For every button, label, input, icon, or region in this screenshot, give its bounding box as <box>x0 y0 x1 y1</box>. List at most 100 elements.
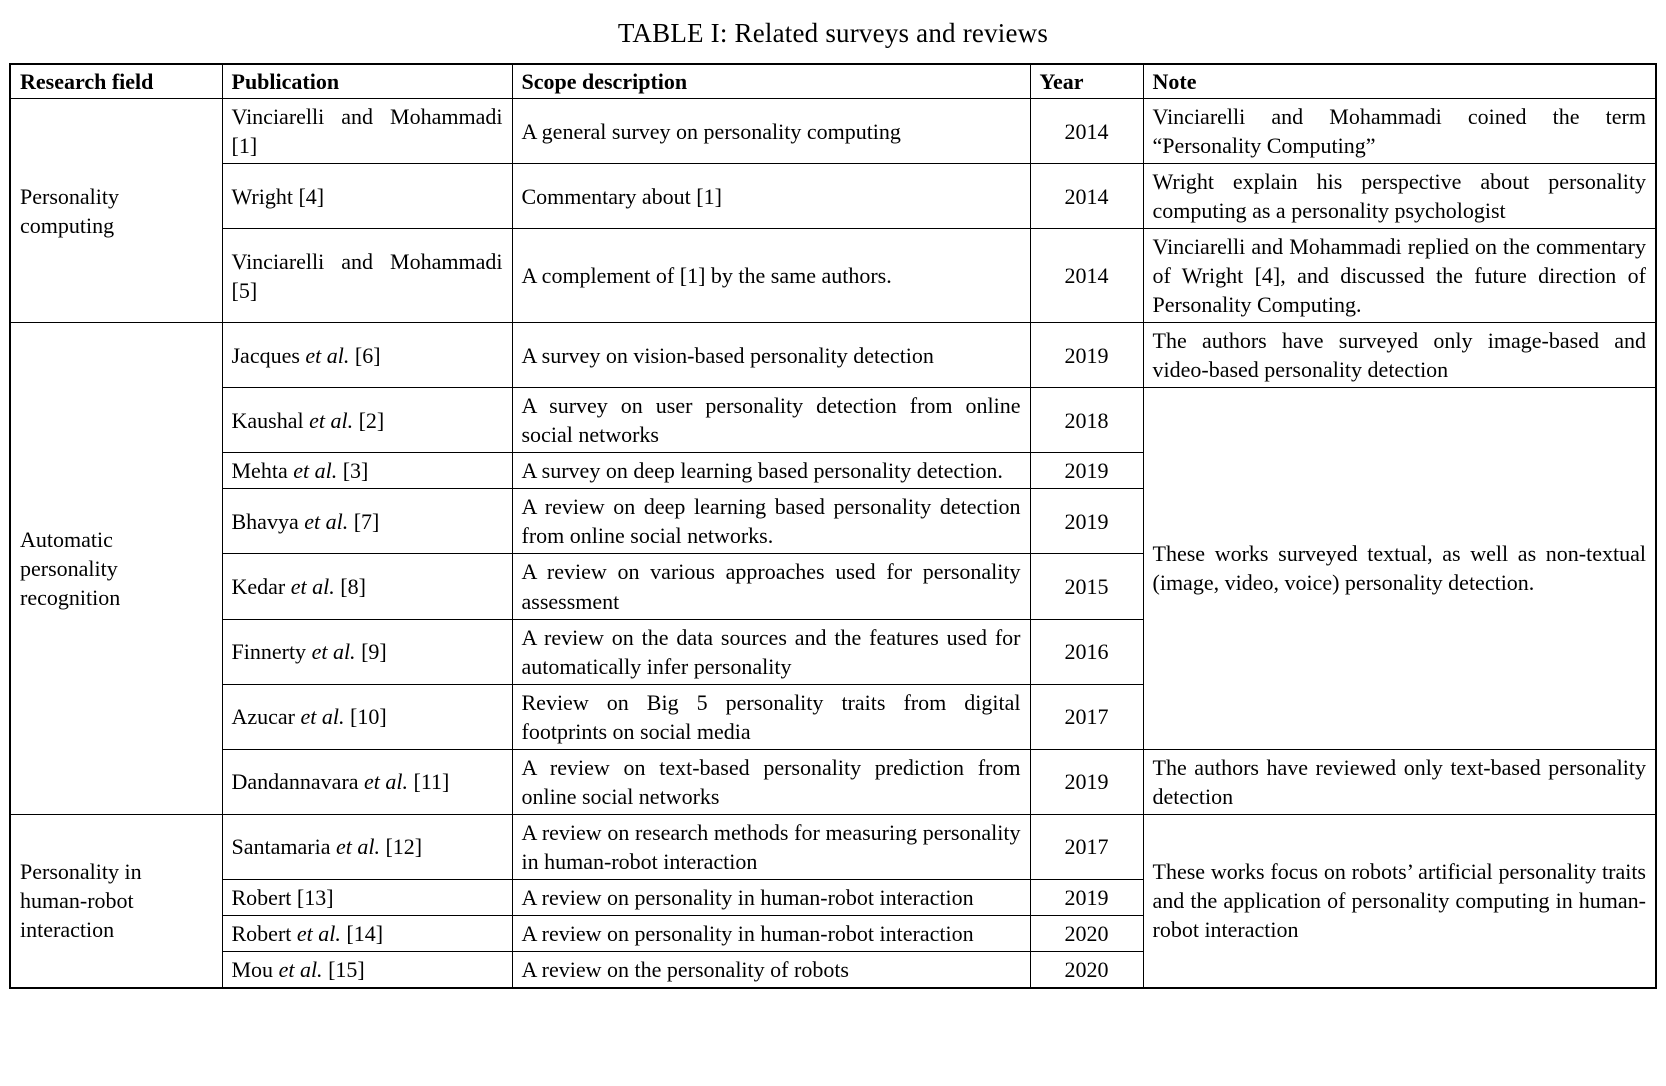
cell-scope: A complement of [1] by the same authors. <box>511 228 1031 324</box>
cell-publication: Azucar et al. [10] <box>221 683 513 750</box>
cell-publication: Bhavya et al. [7] <box>221 488 513 555</box>
publication-etal: et al. <box>293 458 338 484</box>
publication-authors: Robert <box>231 920 292 946</box>
publication-ref: [3] <box>342 458 369 484</box>
table-row: Azucar et al. [10] Review on Big 5 perso… <box>10 683 1656 750</box>
cell-scope: Review on Big 5 personality traits from … <box>511 683 1031 750</box>
publication-authors: Wright <box>231 183 293 209</box>
publication-ref: [8] <box>340 573 366 599</box>
publication-authors: Vinciarelli and Mohammadi <box>231 104 503 130</box>
cell-scope: A survey on deep learning based personal… <box>511 452 1031 490</box>
cell-year: 2014 <box>1029 98 1144 165</box>
col-header-scope-description: Scope description <box>511 63 1031 100</box>
publication-etal: et al. <box>304 508 349 534</box>
publication-etal: et al. <box>290 573 335 599</box>
publication-ref: [5] <box>231 277 258 303</box>
cell-year: 2019 <box>1029 452 1144 490</box>
cell-research-field: Personality computing <box>9 98 223 324</box>
table-row: Robert et al. [14] A review on personali… <box>10 914 1656 952</box>
publication-authors: Santamaria <box>231 834 331 860</box>
cell-note: The authors have reviewed only text-base… <box>1142 748 1657 815</box>
cell-scope: A review on personality in human-robot i… <box>511 878 1031 916</box>
publication-authors: Azucar <box>231 704 296 730</box>
cell-year: 2019 <box>1029 878 1144 916</box>
cell-scope: A review on personality in human-robot i… <box>511 914 1031 952</box>
cell-scope: A review on the personality of robots <box>511 950 1031 989</box>
cell-scope: A review on the data sources and the fea… <box>511 618 1031 685</box>
cell-publication: Kedar et al. [8] <box>221 553 513 620</box>
table-row: Mehta et al. [3] A survey on deep learni… <box>10 452 1656 490</box>
publication-ref: [9] <box>361 639 387 665</box>
col-header-research-field: Research field <box>9 63 223 100</box>
cell-scope: A review on text-based personality predi… <box>511 748 1031 815</box>
publication-etal: et al. <box>335 834 380 860</box>
cell-research-field: Automatic personality recognition <box>9 322 223 815</box>
publication-etal: et al. <box>364 769 409 795</box>
cell-publication: Wright [4] <box>221 163 513 230</box>
publication-ref: [2] <box>358 407 385 433</box>
cell-publication: Robert [13] <box>221 878 513 916</box>
publication-authors: Vinciarelli and Mohammadi <box>231 248 503 274</box>
cell-scope: A review on research methods for measuri… <box>511 813 1031 880</box>
cell-scope: A general survey on personality computin… <box>511 98 1031 165</box>
table-row: Bhavya et al. [7] A review on deep learn… <box>10 488 1656 555</box>
table-row: Kaushal et al. [2] A survey on user pers… <box>10 387 1657 750</box>
cell-year: 2014 <box>1029 163 1144 230</box>
publication-authors: Bhavya <box>231 508 299 534</box>
cell-scope: Commentary about [1] <box>511 163 1031 230</box>
publication-etal: et al. <box>305 342 350 368</box>
cell-scope: A review on deep learning based personal… <box>511 488 1031 555</box>
cell-year: 2020 <box>1029 914 1144 952</box>
cell-research-field: Personality in human-robot interaction <box>9 813 223 989</box>
publication-authors: Jacques <box>231 342 300 368</box>
cell-publication: Mou et al. [15] <box>221 950 513 989</box>
publication-authors: Kaushal <box>231 407 304 433</box>
table-row: Vinciarelli and Mohammadi [5] A compleme… <box>10 228 1657 324</box>
related-surveys-table: Research field Publication Scope descrip… <box>9 63 1657 989</box>
col-header-publication: Publication <box>221 63 513 100</box>
cell-publication: Vinciarelli and Mohammadi [5] <box>221 228 513 324</box>
publication-ref: [10] <box>350 704 387 730</box>
cell-year: 2019 <box>1029 488 1144 555</box>
publication-etal: et al. <box>300 704 345 730</box>
cell-year: 2017 <box>1029 813 1144 880</box>
publication-etal: et al. <box>309 407 354 433</box>
cell-note: Wright explain his perspective about per… <box>1142 163 1657 230</box>
table-row: Automatic personality recognition Jacque… <box>9 322 1657 815</box>
col-header-note: Note <box>1142 63 1657 100</box>
publication-ref: [13] <box>296 884 334 910</box>
publication-ref: [6] <box>354 342 381 368</box>
publication-ref: [15] <box>328 956 365 982</box>
cell-note: The authors have surveyed only image-bas… <box>1142 322 1657 389</box>
cell-year: 2016 <box>1029 618 1144 685</box>
publication-authors: Mehta <box>231 458 288 484</box>
publication-authors: Mou <box>231 956 274 982</box>
cell-year: 2018 <box>1029 387 1144 454</box>
publication-ref: [1] <box>231 133 258 159</box>
table-row: Dandannavara et al. [11] A review on tex… <box>10 748 1657 815</box>
publication-ref: [14] <box>346 920 384 946</box>
cell-year: 2019 <box>1029 322 1144 389</box>
table-title: TABLE I: Related surveys and reviews <box>617 18 1049 48</box>
publication-etal: et al. <box>311 639 356 665</box>
cell-note: Vinciarelli and Mohammadi replied on the… <box>1142 228 1657 324</box>
cell-year: 2014 <box>1029 228 1144 324</box>
publication-authors: Dandannavara <box>231 769 359 795</box>
cell-publication: Mehta et al. [3] <box>221 452 513 490</box>
publication-ref: [11] <box>413 769 450 795</box>
cell-note: Vinciarelli and Mohammadi coined the ter… <box>1142 98 1657 165</box>
cell-scope: A survey on vision-based personality det… <box>511 322 1031 389</box>
publication-ref: [7] <box>353 508 380 534</box>
publication-authors: Robert <box>231 884 292 910</box>
table-row: Wright [4] Commentary about [1] 2014 Wri… <box>10 163 1657 230</box>
cell-year: 2019 <box>1029 748 1144 815</box>
table-row: Personality in human-robot interaction S… <box>9 813 1657 989</box>
publication-ref: [4] <box>298 183 325 209</box>
cell-publication: Finnerty et al. [9] <box>221 618 513 685</box>
cell-publication: Vinciarelli and Mohammadi [1] <box>221 98 513 165</box>
table-row: Mou et al. [15] A review on the personal… <box>10 950 1656 989</box>
table-header-row: Research field Publication Scope descrip… <box>9 63 1657 100</box>
publication-authors: Finnerty <box>231 639 307 665</box>
col-header-year: Year <box>1029 63 1144 100</box>
cell-year: 2015 <box>1029 553 1144 620</box>
